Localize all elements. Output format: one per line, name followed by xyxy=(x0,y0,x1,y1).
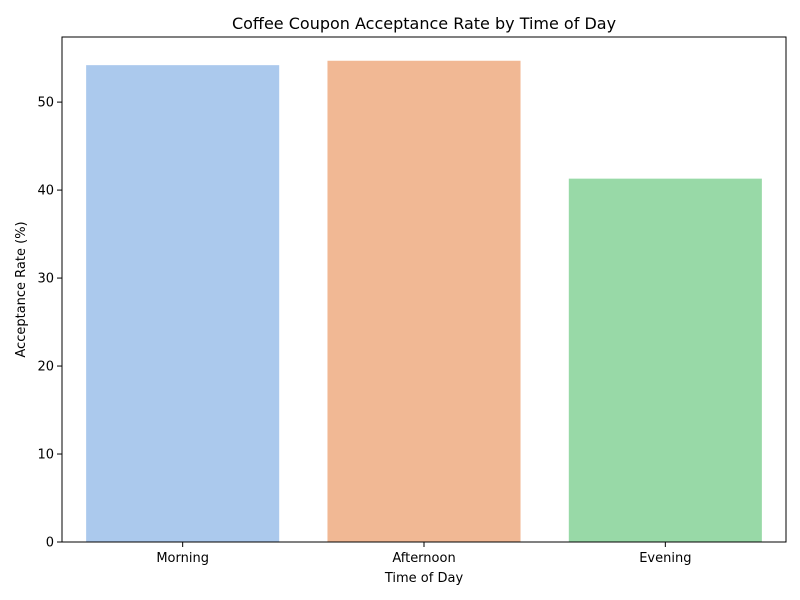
x-tick-label: Morning xyxy=(156,551,209,566)
y-tick-label: 30 xyxy=(37,272,54,287)
y-tick-label: 20 xyxy=(37,360,54,375)
x-tick-label: Evening xyxy=(639,551,691,566)
bar-evening xyxy=(568,178,762,542)
y-tick-label: 10 xyxy=(37,448,54,463)
y-tick-label: 40 xyxy=(37,184,54,199)
y-tick-label: 50 xyxy=(37,96,54,111)
chart-title: Coffee Coupon Acceptance Rate by Time of… xyxy=(232,14,616,33)
x-axis-label: Time of Day xyxy=(384,571,464,586)
plot-frame xyxy=(61,36,787,543)
y-axis-label: Acceptance Rate (%) xyxy=(14,221,29,357)
y-tick-label: 0 xyxy=(46,536,54,551)
x-tick-label: Afternoon xyxy=(392,551,455,566)
bar-afternoon xyxy=(327,60,521,542)
bar-morning xyxy=(86,65,280,542)
bars-group xyxy=(86,60,762,542)
x-axis-ticks: Morning Afternoon Evening xyxy=(156,542,691,566)
y-axis-ticks: 0 10 20 30 40 50 xyxy=(37,96,62,551)
